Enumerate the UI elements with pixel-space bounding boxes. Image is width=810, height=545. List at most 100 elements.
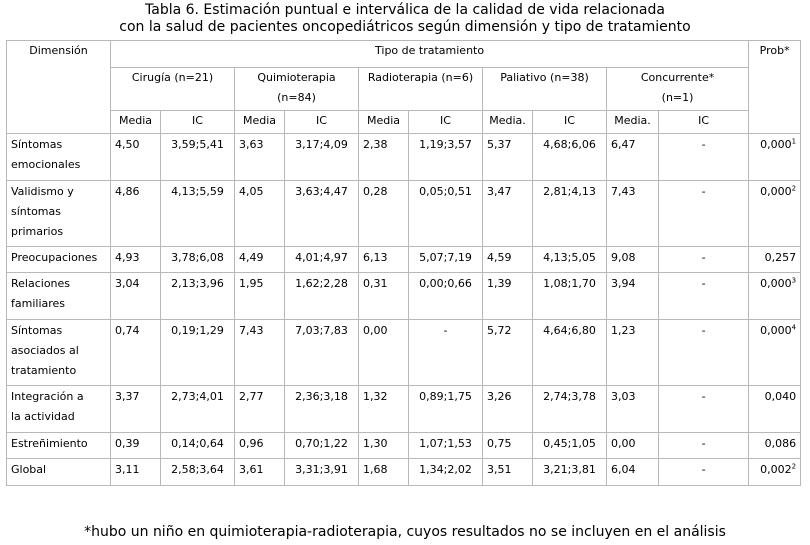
header-subcolumn: IC — [408, 110, 483, 134]
ic-value: 5,07;7,19 — [419, 251, 472, 264]
ic-value: 3,78;6,08 — [171, 251, 224, 264]
header-subcolumn: Media. — [482, 110, 533, 134]
media-cell: 7,43 — [234, 319, 285, 386]
ic-value: 4,01;4,97 — [295, 251, 348, 264]
results-table: Dimensión Tipo de tratamiento Prob* Ciru… — [6, 40, 802, 486]
media-cell: 0,31 — [358, 272, 409, 320]
table-row: Síntomas asociados al tratamiento 0,74 0,19;… — [6, 319, 802, 386]
media-cell: 0,96 — [234, 432, 285, 459]
ic-value: 0,70;1,22 — [295, 437, 348, 450]
media-cell: 0,74 — [110, 319, 161, 386]
media-value: 0,28 — [363, 185, 388, 198]
media-value: 4,50 — [115, 138, 140, 151]
ic-value: 3,63;4,47 — [295, 185, 348, 198]
prob-cell: 0,0001 — [748, 133, 802, 181]
prob-cell: 0,0003 — [748, 272, 802, 320]
media-cell: 5,37 — [482, 133, 533, 181]
prob-cell: 0,086 — [748, 432, 802, 459]
ic-value: - — [701, 463, 706, 476]
ic-cell: 2,81;4,13 — [532, 180, 607, 247]
media-value: 3,04 — [115, 277, 140, 290]
ic-value: 3,21;3,81 — [543, 463, 596, 476]
dimension-label-line: Síntomas — [11, 324, 63, 337]
ic-cell: 2,13;3,96 — [160, 272, 235, 320]
media-cell: 0,75 — [482, 432, 533, 459]
ic-cell: 3,17;4,09 — [284, 133, 359, 181]
header-subcolumn: Media — [110, 110, 161, 134]
dimension-cell: Preocupaciones — [6, 246, 111, 273]
media-cell: 3,47 — [482, 180, 533, 247]
table-title-line2: con la salud de pacientes oncopediátrico… — [119, 19, 691, 35]
dimension-label-line: Global — [11, 463, 47, 476]
header-group-label: Radioterapia (n=6) — [367, 71, 474, 84]
dimension-cell: Global — [6, 458, 111, 486]
media-value: 0,39 — [115, 437, 140, 450]
dimension-label-line: primarios — [11, 225, 64, 238]
media-value: 6,13 — [363, 251, 388, 264]
media-value: 3,94 — [611, 277, 636, 290]
ic-value: - — [701, 277, 706, 290]
media-cell: 3,61 — [234, 458, 285, 486]
header-subcolumn: Media — [234, 110, 285, 134]
prob-value: 0,086 — [764, 437, 797, 450]
header-group-label: Paliativo (n=38) — [500, 71, 589, 84]
ic-value: 0,14;0,64 — [171, 437, 224, 450]
media-value: 1,32 — [363, 390, 388, 403]
dimension-cell: Relaciones familiares — [6, 272, 111, 320]
media-cell: 1,30 — [358, 432, 409, 459]
media-cell: 0,28 — [358, 180, 409, 247]
prob-value: 0,000 — [760, 277, 792, 290]
ic-cell: 1,62;2,28 — [284, 272, 359, 320]
header-tipo-tratamiento: Tipo de tratamiento — [109, 40, 750, 68]
media-value: 0,74 — [115, 324, 140, 337]
media-cell: 4,86 — [110, 180, 161, 247]
ic-cell: 7,03;7,83 — [284, 319, 359, 386]
ic-value: 2,58;3,64 — [171, 463, 224, 476]
media-cell: 7,43 — [606, 180, 659, 247]
media-value: 4,93 — [115, 251, 140, 264]
media-value: 3,03 — [611, 390, 636, 403]
media-cell: 4,05 — [234, 180, 285, 247]
dimension-label-line: Estreñimiento — [11, 437, 88, 450]
header-subcolumn: Media — [358, 110, 409, 134]
media-cell: 4,59 — [482, 246, 533, 273]
dimension-label-line: tratamiento — [11, 364, 77, 377]
prob-value: 0,000 — [760, 185, 792, 198]
prob-cell: 0,040 — [748, 385, 802, 433]
media-cell: 3,03 — [606, 385, 659, 433]
ic-value: - — [701, 324, 706, 337]
ic-value: 1,62;2,28 — [295, 277, 348, 290]
header-subcolumn: IC — [657, 110, 750, 134]
prob-value: 0,002 — [760, 463, 792, 476]
media-value: 0,75 — [487, 437, 512, 450]
media-value: 0,00 — [363, 324, 388, 337]
ic-cell: 3,59;5,41 — [160, 133, 235, 181]
ic-value: 1,08;1,70 — [543, 277, 596, 290]
media-value: 7,43 — [239, 324, 264, 337]
media-cell: 1,23 — [606, 319, 659, 386]
ic-cell: 1,08;1,70 — [532, 272, 607, 320]
ic-cell: 0,70;1,22 — [284, 432, 359, 459]
table-row: Preocupaciones 4,93 3,78;6,08 4,49 4,01;4,97… — [6, 246, 802, 273]
dimension-label-line: Integración a — [11, 390, 84, 403]
header-group: Radioterapia (n=6) — [358, 67, 483, 111]
media-cell: 3,11 — [110, 458, 161, 486]
ic-cell: 0,00;0,66 — [408, 272, 483, 320]
media-value: 1,68 — [363, 463, 388, 476]
ic-value: 0,89;1,75 — [419, 390, 472, 403]
ic-value: 0,00;0,66 — [419, 277, 472, 290]
media-value: 4,05 — [239, 185, 264, 198]
header-dimension: Dimensión — [6, 40, 111, 134]
media-cell: 1,32 — [358, 385, 409, 433]
media-cell: 0,39 — [110, 432, 161, 459]
dimension-label-line: Validismo y — [11, 185, 74, 198]
ic-value: - — [701, 138, 706, 151]
dimension-label-line: emocionales — [11, 158, 81, 171]
media-value: 3,63 — [239, 138, 264, 151]
table-row: Validismo y síntomas primarios 4,86 4,13;5,5… — [6, 180, 802, 247]
ic-value: - — [443, 324, 448, 337]
prob-value: 0,000 — [760, 324, 792, 337]
media-cell: 3,94 — [606, 272, 659, 320]
prob-value: 0,040 — [764, 390, 797, 403]
header-group: Paliativo (n=38) — [482, 67, 607, 111]
